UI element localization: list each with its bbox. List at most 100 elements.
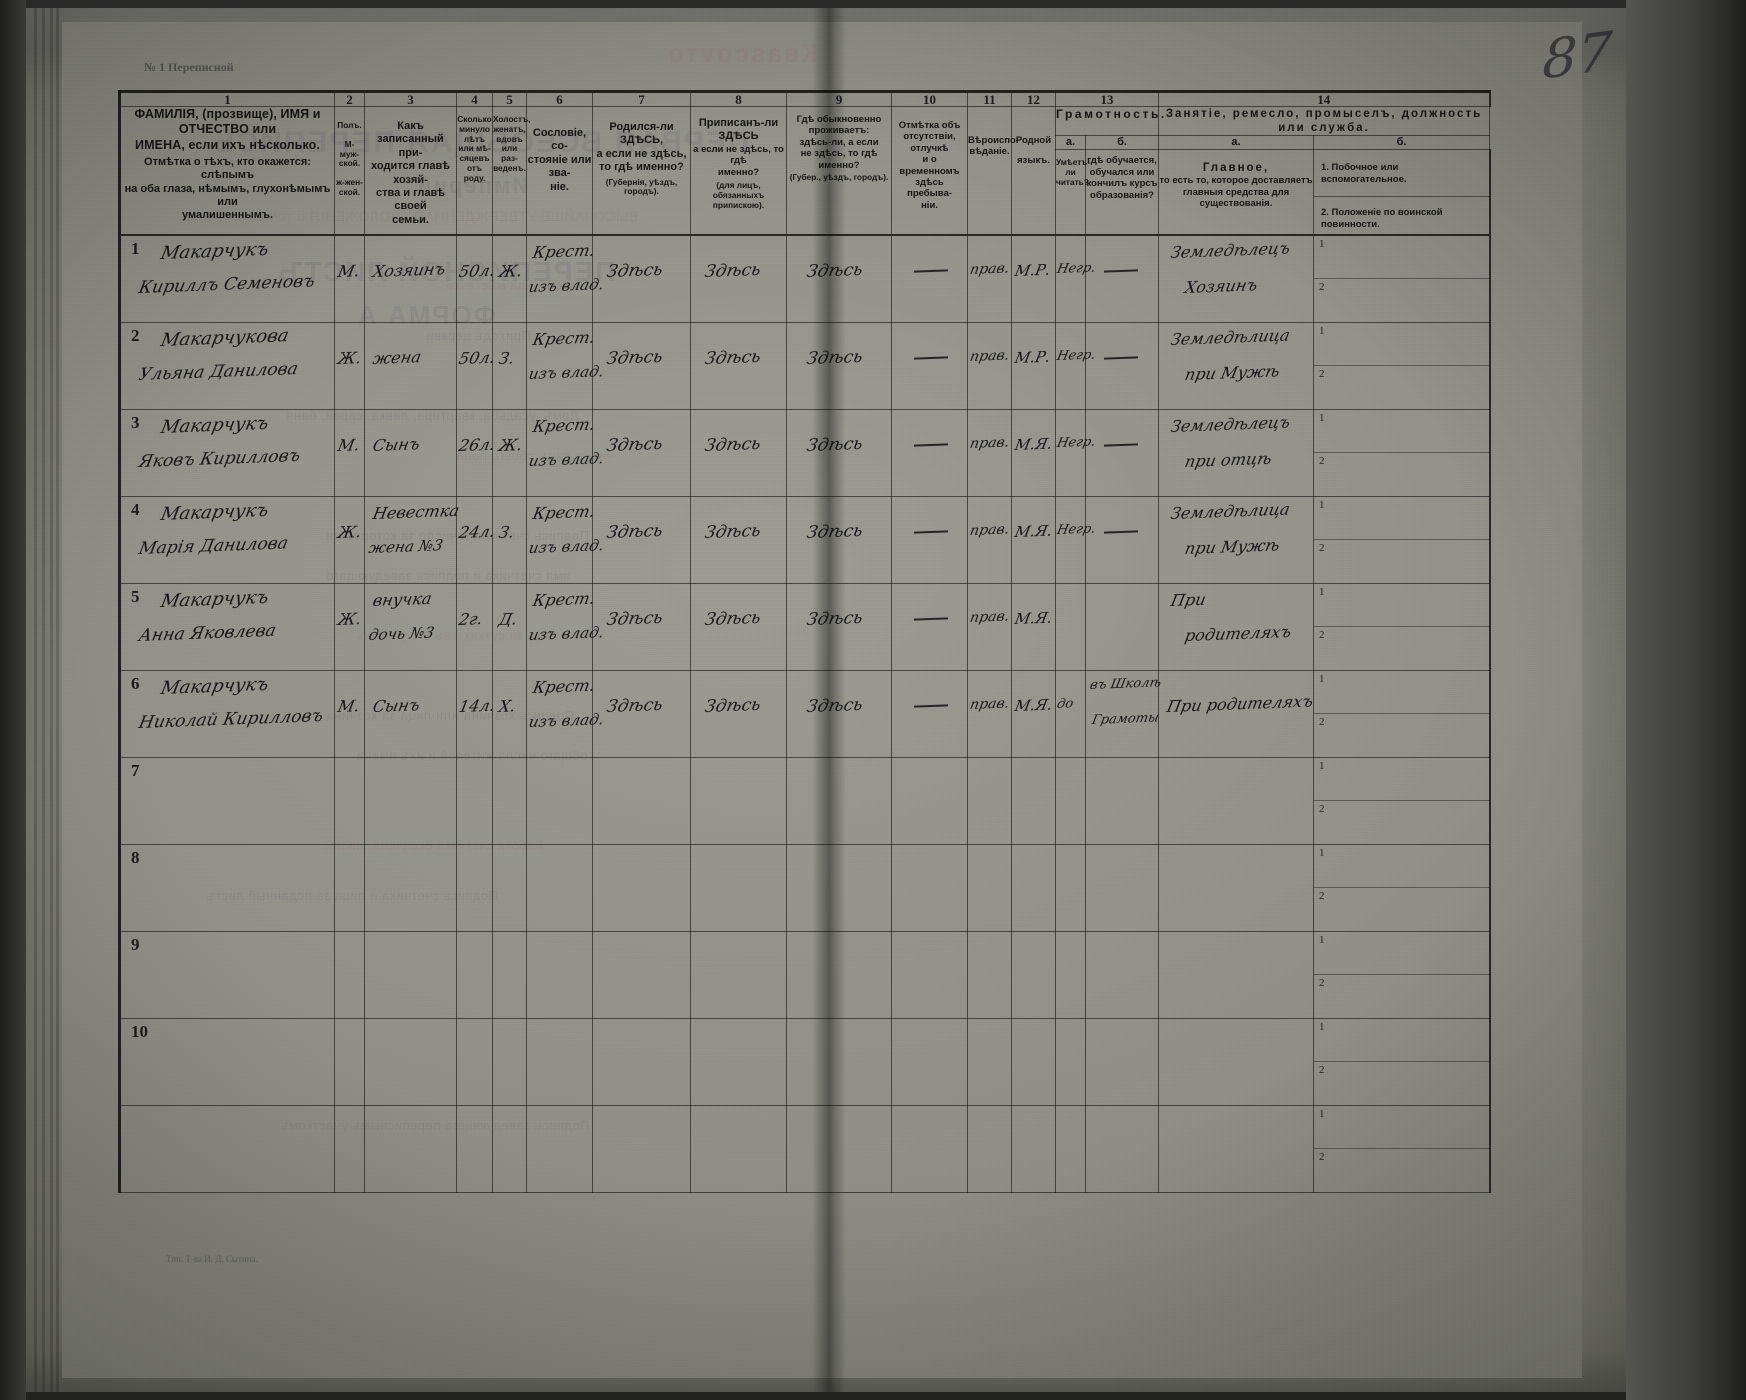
cell-occupation-main[interactable]	[1158, 931, 1314, 1019]
cell-residence[interactable]: Здѣсь	[786, 322, 892, 410]
table-row[interactable]: 3 Макарчукъ Яковъ Кирилловъ М. Сынъ 26л. Ж. Кре…	[118, 409, 1491, 497]
cell-estate[interactable]: Крест. изъ влад.	[526, 322, 605, 410]
cell-name[interactable]: 9	[118, 931, 335, 1019]
cell-registered-here[interactable]: Здѣсь	[690, 583, 787, 671]
cell-absence[interactable]	[891, 322, 968, 410]
cell-sex[interactable]	[334, 844, 365, 932]
cell-sex[interactable]: Ж.	[334, 496, 365, 584]
cell-literacy-can-read[interactable]: до	[1055, 670, 1086, 758]
cell-age[interactable]	[456, 931, 493, 1019]
cell-marital[interactable]	[492, 1105, 527, 1193]
table-row[interactable]: 2 Макарчукова Ульяна Данилова Ж. жена 50л. З. К…	[118, 322, 1491, 410]
cell-registered-here[interactable]	[690, 1018, 787, 1106]
cell-relation[interactable]: внучка дочь №3	[364, 583, 457, 671]
cell-schooling[interactable]: въ Школѣ Грамоты	[1085, 670, 1163, 758]
cell-marital[interactable]	[492, 931, 527, 1019]
cell-age[interactable]	[456, 1018, 493, 1106]
cell-occupation-main[interactable]	[1158, 1018, 1314, 1106]
cell-literacy-can-read[interactable]: Негр.	[1055, 322, 1097, 410]
cell-marital[interactable]	[492, 757, 527, 845]
cell-schooling[interactable]	[1085, 931, 1159, 1019]
cell-registered-here[interactable]	[690, 931, 787, 1019]
cell-estate[interactable]: Крест. изъ влад.	[526, 234, 605, 323]
table-row[interactable]: 5 Макарчукъ Анна Яковлева Ж. внучка дочь №3 2г…	[118, 583, 1491, 671]
cell-language[interactable]: М.Я.	[1011, 409, 1056, 497]
cell-religion[interactable]: прав.	[967, 496, 1012, 584]
table-row[interactable]: 4 Макарчукъ Марія Данилова Ж. Невестка жена №…	[118, 496, 1491, 584]
cell-sex[interactable]	[334, 1018, 365, 1106]
cell-age[interactable]: 24л.	[456, 496, 497, 584]
cell-estate[interactable]: Крест. изъ влад.	[526, 583, 605, 671]
cell-age[interactable]: 50л.	[456, 322, 497, 410]
cell-residence[interactable]: Здѣсь	[786, 583, 892, 671]
cell-schooling[interactable]	[1085, 234, 1159, 323]
cell-sex[interactable]: Ж.	[334, 322, 365, 410]
cell-estate[interactable]: Крест. изъ влад.	[526, 496, 605, 584]
cell-residence[interactable]	[786, 931, 892, 1019]
cell-schooling[interactable]	[1085, 583, 1159, 671]
cell-language[interactable]	[1011, 1105, 1056, 1193]
cell-sex[interactable]: Ж.	[334, 583, 365, 671]
cell-literacy-can-read[interactable]	[1055, 1018, 1086, 1106]
cell-sex[interactable]	[334, 1105, 365, 1193]
cell-language[interactable]	[1011, 844, 1056, 932]
cell-occupation-main[interactable]	[1158, 757, 1314, 845]
cell-registered-here[interactable]: Здѣсь	[690, 496, 787, 584]
cell-residence[interactable]: Здѣсь	[786, 409, 892, 497]
cell-absence[interactable]	[891, 1018, 968, 1106]
cell-religion[interactable]	[967, 757, 1012, 845]
cell-religion[interactable]: прав.	[967, 583, 1012, 671]
cell-estate[interactable]	[526, 844, 593, 932]
table-row[interactable]: 10 1 2	[118, 1018, 1491, 1106]
cell-registered-here[interactable]: Здѣсь	[690, 322, 787, 410]
cell-literacy-can-read[interactable]: Негр.	[1055, 496, 1097, 584]
cell-relation[interactable]: жена	[364, 322, 457, 410]
cell-residence[interactable]	[786, 757, 892, 845]
cell-sex[interactable]	[334, 757, 365, 845]
cell-registered-here[interactable]	[690, 1105, 787, 1193]
cell-religion[interactable]: прав.	[967, 322, 1012, 410]
cell-religion[interactable]	[967, 1105, 1012, 1193]
cell-language[interactable]: М.Я.	[1011, 670, 1056, 758]
cell-literacy-can-read[interactable]: Негр.	[1055, 234, 1097, 323]
cell-residence[interactable]: Здѣсь	[786, 670, 892, 758]
cell-marital[interactable]: З.	[492, 322, 527, 410]
cell-registered-here[interactable]: Здѣсь	[690, 234, 787, 323]
cell-born-here[interactable]: Здѣсь	[592, 496, 691, 584]
cell-schooling[interactable]	[1085, 1018, 1159, 1106]
cell-marital[interactable]: Ж.	[492, 409, 527, 497]
cell-residence[interactable]	[786, 1105, 892, 1193]
cell-born-here[interactable]	[592, 1105, 691, 1193]
cell-estate[interactable]	[526, 1018, 593, 1106]
cell-residence[interactable]: Здѣсь	[786, 496, 892, 584]
cell-occupation-main[interactable]: Земледѣлица при Мужѣ	[1158, 496, 1314, 584]
cell-absence[interactable]	[891, 496, 968, 584]
cell-marital[interactable]: Х.	[492, 670, 527, 758]
cell-language[interactable]: М.Я.	[1011, 583, 1056, 671]
cell-relation[interactable]: Сынъ	[364, 409, 457, 497]
cell-religion[interactable]: прав.	[967, 234, 1012, 323]
cell-name[interactable]: 5 Макарчукъ Анна Яковлева	[118, 583, 335, 671]
cell-age[interactable]: 26л.	[456, 409, 497, 497]
cell-age[interactable]: 50л.	[456, 234, 497, 323]
cell-occupation-main[interactable]: Земледѣлецъ при отцѣ	[1158, 409, 1314, 497]
cell-residence[interactable]: Здѣсь	[786, 234, 892, 323]
cell-age[interactable]: 14л.	[456, 670, 497, 758]
cell-sex[interactable]	[334, 931, 365, 1019]
cell-estate[interactable]	[526, 1105, 593, 1193]
cell-name[interactable]: 8	[118, 844, 335, 932]
cell-born-here[interactable]	[592, 931, 691, 1019]
cell-relation[interactable]	[364, 1018, 457, 1106]
cell-relation[interactable]: Сынъ	[364, 670, 457, 758]
cell-residence[interactable]	[786, 844, 892, 932]
cell-religion[interactable]	[967, 844, 1012, 932]
cell-occupation-main[interactable]	[1158, 844, 1314, 932]
cell-schooling[interactable]	[1085, 757, 1159, 845]
cell-name[interactable]: 10	[118, 1018, 335, 1106]
cell-language[interactable]	[1011, 1018, 1056, 1106]
cell-name[interactable]	[118, 1105, 335, 1193]
